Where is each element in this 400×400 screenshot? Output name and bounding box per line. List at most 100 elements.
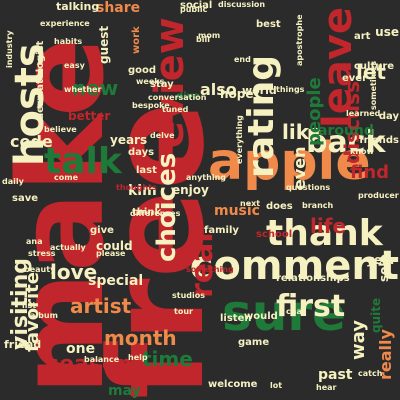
cloud-word-artist: artist (70, 294, 132, 318)
cloud-word-give: give (90, 225, 114, 236)
cloud-word-enjoy: enjoy (172, 183, 209, 197)
cloud-word-think: think (132, 207, 162, 218)
cloud-word-talking: talking (56, 0, 100, 13)
cloud-word-let: let (356, 60, 386, 84)
cloud-word-social: social (180, 0, 213, 11)
cloud-word-next: next (240, 199, 261, 208)
cloud-word-family: family (204, 225, 239, 236)
cloud-word-conversation: conversation (148, 93, 207, 102)
cloud-word-learned: learned (346, 109, 381, 118)
cloud-word-work: work (131, 26, 142, 54)
cloud-word-welcome: welcome (208, 379, 258, 390)
cloud-word-producer: producer (358, 191, 399, 200)
cloud-word-comment: comment (189, 243, 399, 289)
cloud-word-branch: branch (302, 201, 334, 210)
cloud-word-hope: hope (220, 87, 254, 101)
cloud-word-tuned: tuned (162, 105, 189, 114)
cloud-word-thoughts: thoughts (116, 183, 157, 192)
cloud-word-everything: everything (235, 115, 244, 164)
cloud-word-ever: ever (342, 73, 368, 84)
cloud-word-year: year (366, 253, 396, 267)
cloud-word-sure: sure (222, 284, 346, 342)
cloud-word-friends: friends (359, 135, 399, 146)
cloud-word-may: may (108, 383, 141, 399)
cloud-word-music: music (214, 203, 260, 219)
cloud-word-best: best (256, 19, 281, 30)
cloud-word-quite: quite (369, 297, 383, 333)
cloud-word-friend: friend (4, 338, 42, 351)
cloud-word-time: time (142, 347, 193, 371)
cloud-word-past: past (318, 367, 353, 383)
cloud-word-end: end (234, 55, 251, 64)
cloud-word-dive: dive (176, 91, 200, 102)
cloud-word-years: years (110, 133, 148, 147)
cloud-word-believe: believe (44, 125, 77, 134)
cloud-word-delve: delve (150, 131, 175, 140)
cloud-word-weeks: weeks (136, 77, 165, 86)
cloud-word-share: share (96, 0, 141, 16)
cloud-word-listen: listen (220, 313, 252, 324)
cloud-word-something: something (186, 265, 234, 274)
cloud-word-culture: culture (354, 61, 395, 72)
cloud-word-sometimes: sometimes (369, 60, 378, 110)
cloud-word-save: save (12, 193, 39, 204)
cloud-word-balance: balance (84, 355, 120, 364)
cloud-word-world: world (242, 84, 277, 97)
cloud-word-list: list (22, 301, 37, 310)
cloud-word-first: first (276, 289, 346, 324)
cloud-word-stay: stay (150, 79, 174, 90)
cloud-word-experience: experience (40, 19, 90, 28)
cloud-word-kim: kim (128, 183, 157, 199)
cloud-word-season: season (46, 352, 133, 377)
cloud-word-help: help (128, 353, 148, 362)
cloud-word-relationships: relationships (276, 273, 350, 284)
cloud-word-game: game (238, 337, 270, 348)
cloud-word-days: days (128, 147, 155, 158)
cloud-word-day: day (378, 111, 399, 122)
cloud-word-tour: tour (174, 307, 193, 316)
cloud-word-easy: easy (64, 61, 85, 70)
cloud-word-apostrophe: apostrophe (295, 14, 304, 67)
cloud-word-better: better (68, 109, 111, 123)
cloud-word-mom: mom (198, 31, 221, 40)
cloud-word-last: last (136, 165, 157, 176)
cloud-word-please: please (96, 249, 126, 258)
cloud-word-thank: thank (266, 213, 383, 254)
cloud-word-special: special (88, 273, 144, 289)
cloud-word-hear: hear (316, 383, 337, 392)
cloud-word-habits: habits (54, 37, 83, 46)
cloud-word-like: like (282, 120, 323, 144)
cloud-word-ana: ana (26, 237, 43, 246)
cloud-word-guest: guest (97, 25, 111, 64)
cloud-word-use: use (375, 25, 399, 39)
cloud-word-talk: talk (44, 141, 122, 182)
cloud-word-love: love (50, 260, 98, 284)
cloud-word-could: could (96, 239, 133, 253)
cloud-word-also: also (200, 80, 237, 99)
cloud-word-solo: solo (377, 254, 391, 282)
cloud-word-whether: whether (64, 85, 102, 94)
cloud-word-code: code (10, 132, 53, 151)
cloud-word-new: new (72, 76, 119, 100)
cloud-word-one: one (66, 341, 96, 357)
cloud-word-chat: chat (286, 307, 306, 316)
cloud-word-around: around (318, 123, 374, 139)
cloud-word-art: art (354, 31, 371, 42)
cloud-word-catch: catch (358, 369, 383, 378)
cloud-word-lot: lot (270, 381, 283, 390)
cloud-word-questions: questions (286, 183, 331, 192)
cloud-word-daily: daily (2, 177, 24, 186)
cloud-word-industry: industry (5, 30, 14, 68)
cloud-word-studios: studios (172, 291, 206, 300)
cloud-word-things: things (276, 85, 305, 94)
cloud-word-know: know (350, 147, 374, 156)
cloud-word-good: good (128, 65, 157, 76)
cloud-word-anything: anything (186, 173, 226, 182)
cloud-word-life: life (310, 214, 346, 238)
cloud-word-stress: stress (28, 249, 56, 258)
cloud-word-actually: actually (50, 243, 86, 252)
cloud-word-month: month (104, 326, 177, 350)
cloud-word-school: school (256, 229, 293, 240)
cloud-word-would: would (244, 311, 278, 322)
